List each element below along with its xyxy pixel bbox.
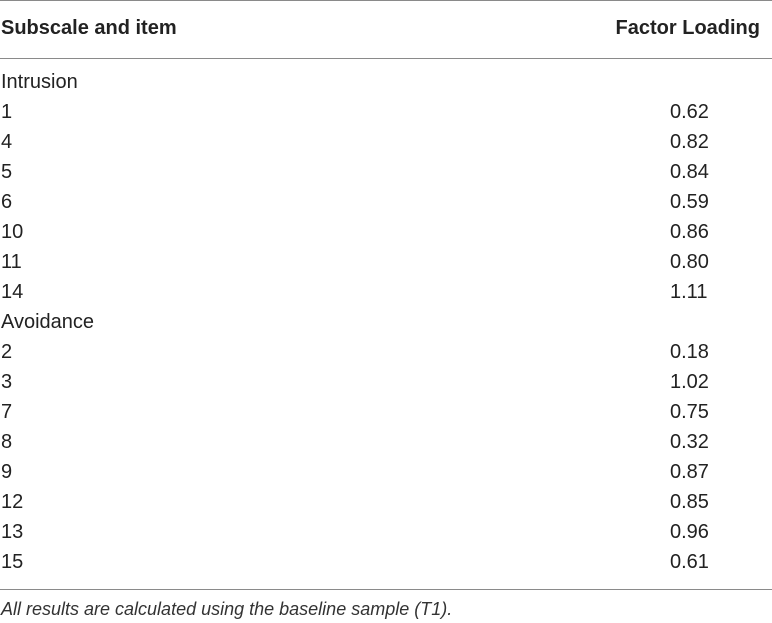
- header-subscale-and-item: Subscale and item: [1, 17, 177, 39]
- table-row: 11 0.80: [0, 249, 772, 279]
- table-row: 13 0.96: [0, 519, 772, 549]
- table-row: 8 0.32: [0, 429, 772, 459]
- table-body: Intrusion 1 0.62 4 0.82 5 0.84 6 0.59 10 0.86…: [0, 69, 772, 579]
- row-value: 0.84: [670, 161, 709, 183]
- row-label: Avoidance: [1, 311, 95, 333]
- table-row: Avoidance: [0, 309, 772, 339]
- row-value: 0.61: [670, 551, 709, 573]
- table-row: 1 0.62: [0, 99, 772, 129]
- row-label: 10: [1, 221, 24, 243]
- table-top-rule: [0, 0, 772, 1]
- row-label: 5: [1, 161, 13, 183]
- row-label: 4: [1, 131, 13, 153]
- row-value: 0.75: [670, 401, 709, 423]
- table-row: 7 0.75: [0, 399, 772, 429]
- table-row: 2 0.18: [0, 339, 772, 369]
- table-header: Subscale and item Factor Loading: [0, 0, 772, 58]
- header-factor-loading: Factor Loading: [615, 17, 760, 39]
- table-row: 5 0.84: [0, 159, 772, 189]
- row-value: 0.86: [670, 221, 709, 243]
- row-label: 9: [1, 461, 13, 483]
- table-row: Intrusion: [0, 69, 772, 99]
- row-value: 0.18: [670, 341, 709, 363]
- row-value: 0.80: [670, 251, 709, 273]
- row-label: Intrusion: [1, 71, 78, 93]
- table-bottom-rule: [0, 589, 772, 590]
- row-value: 0.59: [670, 191, 709, 213]
- row-label: 2: [1, 341, 13, 363]
- row-value: 0.87: [670, 461, 709, 483]
- table-row: 3 1.02: [0, 369, 772, 399]
- table-row: 6 0.59: [0, 189, 772, 219]
- row-label: 1: [1, 101, 13, 123]
- row-value: 0.32: [670, 431, 709, 453]
- row-label: 6: [1, 191, 13, 213]
- table-row: 9 0.87: [0, 459, 772, 489]
- row-value: 1.11: [670, 281, 708, 303]
- row-value: 0.62: [670, 101, 709, 123]
- row-value: 0.85: [670, 491, 709, 513]
- row-value: 1.02: [670, 371, 709, 393]
- row-label: 12: [1, 491, 24, 513]
- row-label: 14: [1, 281, 24, 303]
- table-row: 12 0.85: [0, 489, 772, 519]
- table-row: 15 0.61: [0, 549, 772, 579]
- table-header-rule: [0, 58, 772, 59]
- row-label: 11: [1, 251, 22, 273]
- row-label: 7: [1, 401, 13, 423]
- table-footnote: All results are calculated using the bas…: [1, 599, 453, 619]
- row-label: 8: [1, 431, 13, 453]
- row-label: 15: [1, 551, 24, 573]
- row-label: 3: [1, 371, 13, 393]
- row-label: 13: [1, 521, 24, 543]
- row-value: 0.82: [670, 131, 709, 153]
- table-row: 4 0.82: [0, 129, 772, 159]
- table-row: 10 0.86: [0, 219, 772, 249]
- table-row: 14 1.11: [0, 279, 772, 309]
- row-value: 0.96: [670, 521, 709, 543]
